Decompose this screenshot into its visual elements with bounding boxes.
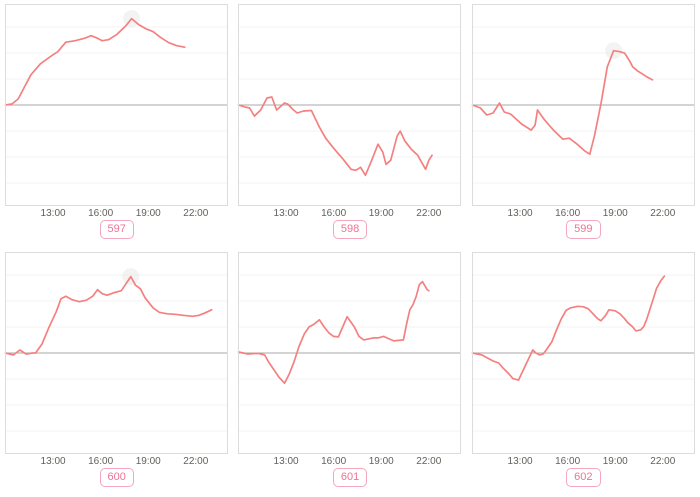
chart-id-badge[interactable]: 598 [332, 220, 368, 239]
x-axis-tick-label: 16:00 [88, 456, 113, 466]
chart-id-badge[interactable]: 601 [332, 468, 368, 487]
x-axis-tick-label: 19:00 [602, 208, 627, 218]
x-axis-tick-label: 13:00 [507, 456, 532, 466]
line-chart[interactable]: 13:00 16:00 19:00 22:00 [0, 0, 233, 218]
badge-row: 600 [0, 467, 233, 487]
x-axis-tick-label: 16:00 [88, 208, 113, 218]
x-axis-tick-label: 19:00 [136, 208, 161, 218]
badge-row: 602 [467, 467, 700, 487]
chart-cell: 13:00 16:00 19:00 22:00 600 [0, 248, 233, 497]
chart-id-badge[interactable]: 600 [99, 468, 134, 487]
chart-id-badge[interactable]: 602 [566, 468, 601, 487]
x-axis-tick-label: 19:00 [602, 456, 627, 466]
line-chart[interactable]: 13:00 16:00 19:00 22:00 [233, 0, 466, 218]
x-axis-tick-label: 19:00 [136, 456, 161, 466]
badge-row: 597 [0, 219, 233, 239]
x-axis-tick-label: 22:00 [650, 456, 675, 466]
x-axis-tick-label: 19:00 [369, 456, 394, 466]
badge-row: 601 [233, 467, 466, 487]
x-axis-tick-label: 16:00 [555, 208, 580, 218]
chart-id-badge[interactable]: 597 [99, 220, 134, 239]
x-axis-tick-label: 22:00 [417, 456, 442, 466]
x-axis-tick-label: 16:00 [322, 208, 347, 218]
chart-cell: 13:00 16:00 19:00 22:00 602 [467, 248, 700, 497]
x-axis-tick-label: 16:00 [555, 456, 580, 466]
x-axis-tick-label: 13:00 [274, 456, 299, 466]
x-axis-tick-label: 13:00 [507, 208, 532, 218]
badge-row: 598 [233, 219, 466, 239]
x-axis-tick-label: 22:00 [183, 208, 208, 218]
x-axis-tick-label: 22:00 [183, 456, 208, 466]
chart-id-badge[interactable]: 599 [566, 220, 601, 239]
chart-cell: 13:00 16:00 19:00 22:00 597 [0, 0, 233, 248]
x-axis-tick-label: 22:00 [650, 208, 675, 218]
x-axis-tick-label: 13:00 [41, 456, 66, 466]
line-chart[interactable]: 13:00 16:00 19:00 22:00 [467, 0, 700, 218]
x-axis-tick-label: 16:00 [322, 456, 347, 466]
x-axis-tick-label: 22:00 [417, 208, 442, 218]
line-chart[interactable]: 13:00 16:00 19:00 22:00 [467, 248, 700, 466]
line-chart[interactable]: 13:00 16:00 19:00 22:00 [0, 248, 233, 466]
line-chart[interactable]: 13:00 16:00 19:00 22:00 [233, 248, 466, 466]
badge-row: 599 [467, 219, 700, 239]
chart-cell: 13:00 16:00 19:00 22:00 598 [233, 0, 466, 248]
x-axis-tick-label: 13:00 [41, 208, 66, 218]
x-axis-tick-label: 19:00 [369, 208, 394, 218]
chart-cell: 13:00 16:00 19:00 22:00 601 [233, 248, 466, 497]
x-axis-tick-label: 13:00 [274, 208, 299, 218]
chart-cell: 13:00 16:00 19:00 22:00 599 [467, 0, 700, 248]
